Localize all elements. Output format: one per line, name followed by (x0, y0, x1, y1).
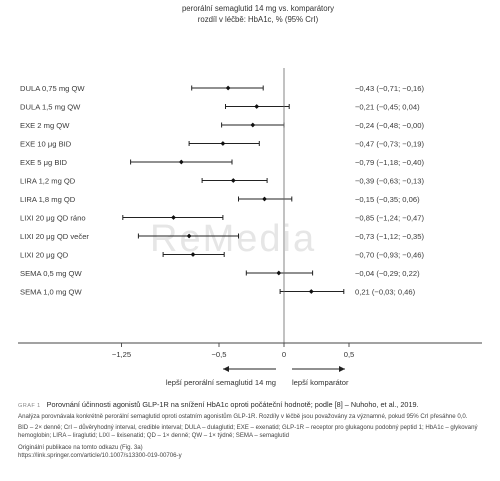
header-line-2: rozdíl v léčbě: HbA1c, % (95% CrI) (198, 15, 319, 24)
favors-right-label: lepší komparátor (292, 378, 349, 387)
caption-text-2: BID – 2× denně; CrI – důvěryhodný interv… (18, 424, 478, 440)
row-label: LIXI 20 μg QD ráno (20, 213, 86, 222)
row-label: SEMA 1,0 mg QW (20, 287, 82, 296)
figure-caption: GRAF 1 Porovnání účinnosti agonistů GLP-… (18, 400, 488, 460)
forest-plot: perorální semaglutid 14 mg vs. komparáto… (18, 4, 482, 387)
row-value: −0,04 (−0,29; 0,22) (355, 269, 420, 278)
row-label: EXE 2 mg QW (20, 121, 70, 130)
row-value: −0,79 (−1,18; −0,40) (355, 158, 425, 167)
point-estimate (220, 141, 226, 146)
x-tick-label: 0 (282, 350, 286, 359)
forest-row: LIXI 20 μg QD −0,70 (−0,93; −0,46) (20, 250, 425, 259)
forest-row: EXE 2 mg QW −0,24 (−0,48; −0,00) (20, 121, 425, 130)
row-value: −0,21 (−0,45; 0,04) (355, 102, 420, 111)
row-value: −0,85 (−1,24; −0,47) (355, 213, 425, 222)
point-estimate (250, 122, 256, 128)
caption-link: https://link.springer.com/article/10.100… (18, 451, 182, 459)
forest-row: LIXI 20 μg QD večer −0,73 (−1,12; −0,35) (20, 232, 425, 241)
x-tick-label: −0,5 (212, 350, 227, 359)
watermark: ReMedia (150, 218, 317, 260)
row-value: −0,15 (−0,35; 0,06) (355, 195, 420, 204)
x-tick-label: 0,5 (344, 350, 355, 359)
caption-title: Porovnání účinnosti agonistů GLP-1R na s… (46, 400, 419, 409)
point-estimate (254, 104, 260, 109)
row-label: SEMA 0,5 mg QW (20, 269, 82, 278)
row-label: EXE 10 μg BID (20, 139, 72, 148)
forest-row: EXE 5 μg BID −0,79 (−1,18; −0,40) (20, 158, 425, 167)
row-label: LIRA 1,8 mg QD (20, 195, 76, 204)
row-value: 0,21 (−0,03; 0,46) (355, 287, 416, 296)
point-estimate (225, 85, 231, 91)
point-estimate (178, 159, 184, 165)
header-line-1: perorální semaglutid 14 mg vs. komparáto… (182, 4, 334, 13)
row-value: −0,43 (−0,71; −0,16) (355, 84, 425, 93)
forest-row: SEMA 0,5 mg QW −0,04 (−0,29; 0,22) (20, 269, 420, 278)
point-estimate (230, 178, 236, 183)
point-estimate (262, 196, 267, 202)
caption-text-3: Originální publikace na tomto odkazu (Fi… (18, 443, 143, 451)
favors-left-label: lepší perorální semaglutid 14 mg (166, 378, 276, 387)
point-estimate (276, 270, 282, 276)
row-value: −0,73 (−1,12; −0,35) (355, 232, 425, 241)
caption-title-row: GRAF 1 Porovnání účinnosti agonistů GLP-… (18, 400, 488, 411)
x-tick-label: −1,25 (112, 350, 131, 359)
caption-text-1: Analýza porovnávala konkrétně perorální … (18, 413, 468, 420)
favors-left-arrow-head (223, 366, 229, 372)
forest-row: DULA 0,75 mg QW −0,43 (−0,71; −0,16) (20, 84, 425, 93)
favors-right-arrow-head (339, 366, 345, 372)
row-value: −0,70 (−0,93; −0,46) (355, 250, 425, 259)
row-value: −0,39 (−0,63; −0,13) (355, 176, 425, 185)
forest-row: LIRA 1,8 mg QD −0,15 (−0,35; 0,06) (20, 195, 420, 204)
point-estimate (190, 252, 196, 257)
row-label: DULA 1,5 mg QW (20, 102, 81, 111)
caption-tag: GRAF 1 (18, 403, 41, 409)
point-estimate (308, 289, 314, 294)
forest-row: DULA 1,5 mg QW −0,21 (−0,45; 0,04) (20, 102, 420, 111)
row-label: LIRA 1,2 mg QD (20, 176, 76, 185)
row-label: EXE 5 μg BID (20, 158, 68, 167)
forest-row: LIXI 20 μg QD ráno −0,85 (−1,24; −0,47) (20, 213, 425, 222)
point-estimate (186, 233, 192, 239)
row-label: DULA 0,75 mg QW (20, 84, 85, 93)
row-value: −0,24 (−0,48; −0,00) (355, 121, 425, 130)
forest-row: LIRA 1,2 mg QD −0,39 (−0,63; −0,13) (20, 176, 425, 185)
row-label: LIXI 20 μg QD (20, 250, 69, 259)
point-estimate (171, 215, 176, 220)
row-value: −0,47 (−0,73; −0,19) (355, 139, 425, 148)
forest-row: EXE 10 μg BID −0,47 (−0,73; −0,19) (20, 139, 425, 148)
forest-row: SEMA 1,0 mg QW 0,21 (−0,03; 0,46) (20, 287, 416, 296)
row-label: LIXI 20 μg QD večer (20, 232, 89, 241)
